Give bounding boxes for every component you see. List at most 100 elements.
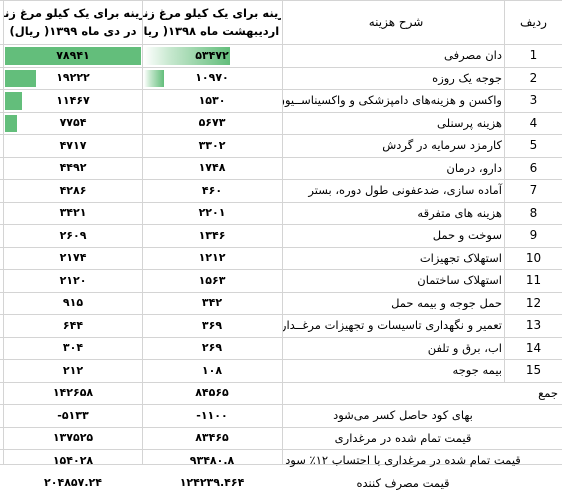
cost-description: اب، برق و تلفن <box>283 337 504 360</box>
header-1399-line2: در دی ماه ۱۳۹۹( ریال) <box>9 24 136 38</box>
value-1398: ۵۶۷۳ <box>143 112 281 135</box>
summary-value-1399: ۲۰۴۸۵۷.۲۴ <box>4 472 142 494</box>
summary-value-1398: ۱۲۴۲۳۹.۴۶۴ <box>143 472 281 494</box>
value-1398: ۲۶۹ <box>143 337 281 360</box>
row-number: 8 <box>505 202 562 225</box>
row-number: 9 <box>505 224 562 247</box>
header-1399-line1: هزینه برای یک کیلو مرغ زنده <box>4 6 142 20</box>
summary-label: بهای کود حاصل کسر می‌شود <box>283 404 523 427</box>
value-1399: ۹۱۵ <box>4 292 142 315</box>
value-1399: ۱۹۲۲۲ <box>4 67 142 90</box>
summary-value-1398: ۸۳۴۶۵ <box>143 427 281 450</box>
value-1399: ۷۸۹۴۱ <box>4 44 142 67</box>
header-1398-line1: هزینه برای یک کیلو مرغ زنده <box>143 6 281 20</box>
row-number: 2 <box>505 67 562 90</box>
header-row-number: ردیف <box>505 0 562 44</box>
value-1399: ۷۷۵۴ <box>4 112 142 135</box>
value-1398: ۱۳۴۶ <box>143 224 281 247</box>
value-1399: ۳۰۴ <box>4 337 142 360</box>
value-1398: ۱۰۸ <box>143 359 281 382</box>
summary-value-1399: ۱۴۲۶۵۸ <box>4 382 142 405</box>
value-1399: ۲۱۲۰ <box>4 269 142 292</box>
row-number: 13 <box>505 314 562 337</box>
value-1398: ۱۵۳۰ <box>143 89 281 112</box>
value-1398: ۵۳۴۷۲ <box>143 44 281 67</box>
row-number: 7 <box>505 179 562 202</box>
value-1399: ۱۱۴۶۷ <box>4 89 142 112</box>
cost-table: هزینه برای یک کیلو مرغ زنده در دی ماه ۱۳… <box>0 0 562 465</box>
value-1398: ۱۰۹۷۰ <box>143 67 281 90</box>
summary-value-1399: -۵۱۳۳ <box>4 404 142 427</box>
cost-description: سوخت و حمل <box>283 224 504 247</box>
value-1399: ۲۶۰۹ <box>4 224 142 247</box>
cost-description: استهلاک ساختمان <box>283 269 504 292</box>
header-description: شرح هزینه <box>356 0 436 44</box>
summary-label: قیمت تمام شده در مرغداری با احتساب ۱۲٪ س… <box>283 449 523 472</box>
row-number: 5 <box>505 134 562 157</box>
value-1398: ۳۶۹ <box>143 314 281 337</box>
cost-description: جوجه یک روزه <box>283 67 504 90</box>
header-1398-line2: در اردیبهشت ماه ۱۳۹۸( ریال) <box>143 24 281 38</box>
value-1399: ۲۱۲ <box>4 359 142 382</box>
row-number: 11 <box>505 269 562 292</box>
row-number: 12 <box>505 292 562 315</box>
cost-description: استهلاک تجهیزات <box>283 247 504 270</box>
row-number: 14 <box>505 337 562 360</box>
value-1398: ۲۲۰۱ <box>143 202 281 225</box>
summary-label: قیمت مصرف کننده <box>283 472 523 494</box>
cost-description: تعمیر و نگهداری تاسیسات و تجهیزات مرغــد… <box>283 314 504 337</box>
summary-value-1398: ۹۳۴۸۰.۸ <box>143 449 281 472</box>
value-1398: ۳۴۲ <box>143 292 281 315</box>
cost-description: دارو، درمان <box>283 157 504 180</box>
value-1399: ۲۱۷۴ <box>4 247 142 270</box>
cost-description: بیمه جوجه <box>283 359 504 382</box>
value-1398: ۴۶۰ <box>143 179 281 202</box>
value-1398: ۱۵۶۳ <box>143 269 281 292</box>
row-number: 3 <box>505 89 562 112</box>
value-1399: ۶۴۴ <box>4 314 142 337</box>
summary-value-1399: ۱۳۷۵۲۵ <box>4 427 142 450</box>
cost-description: کارمزد سرمایه در گردش <box>283 134 504 157</box>
row-number: 6 <box>505 157 562 180</box>
summary-value-1399: ۱۵۴۰۲۸ <box>4 449 142 472</box>
value-1398: ۳۳۰۲ <box>143 134 281 157</box>
value-1399: ۴۲۸۶ <box>4 179 142 202</box>
value-1399: ۴۴۹۲ <box>4 157 142 180</box>
summary-label: جمع <box>510 382 560 405</box>
cost-description: هزینه پرسنلی <box>283 112 504 135</box>
value-1399: ۴۷۱۷ <box>4 134 142 157</box>
value-1399: ۳۴۲۱ <box>4 202 142 225</box>
row-number: 15 <box>505 359 562 382</box>
value-1398: ۱۲۱۲ <box>143 247 281 270</box>
value-1398: ۱۷۴۸ <box>143 157 281 180</box>
row-number: 1 <box>505 44 562 67</box>
row-number: 4 <box>505 112 562 135</box>
summary-value-1398: ۸۴۵۶۵ <box>143 382 281 405</box>
cost-description: واکسن و هزینه‌های دامپزشکی و واکسیناســی… <box>283 89 504 112</box>
cost-description: آماده سازی، ضدعفونی طول دوره، بستر <box>283 179 504 202</box>
summary-value-1398: -۱۱۰۰ <box>143 404 281 427</box>
cost-description: حمل جوجه و بیمه حمل <box>283 292 504 315</box>
row-number: 10 <box>505 247 562 270</box>
header-1398: هزینه برای یک کیلو مرغ زنده در اردیبهشت … <box>143 0 281 44</box>
